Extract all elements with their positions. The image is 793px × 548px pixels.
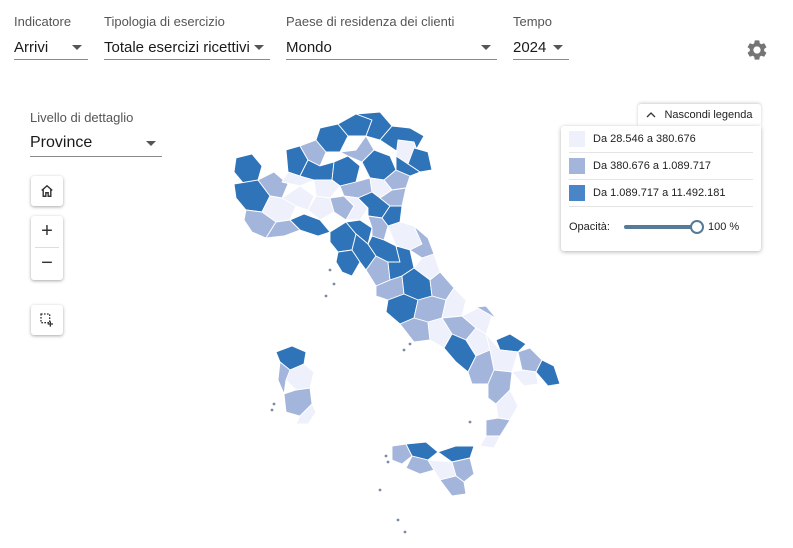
province-65[interactable]: [485, 417, 511, 437]
province-57[interactable]: [495, 333, 527, 353]
province-64[interactable]: [495, 389, 519, 421]
province-67[interactable]: [391, 443, 413, 465]
small-island-4: [408, 342, 412, 346]
province-23[interactable]: [313, 179, 341, 199]
select-value: Province: [30, 134, 93, 151]
filter-tipologia: Tipologia di esercizio Totale esercizi r…: [104, 14, 270, 60]
province-78[interactable]: [295, 403, 317, 425]
caret-down-icon: [146, 140, 156, 146]
province-16[interactable]: [281, 171, 315, 187]
divider: [35, 247, 59, 248]
legend-label: Da 28.546 a 380.676: [593, 133, 696, 145]
legend-swatch: [569, 158, 585, 174]
legend-swatch: [569, 185, 585, 201]
legend-item: Da 28.546 a 380.676: [569, 126, 753, 153]
tempo-select[interactable]: 2024: [513, 35, 569, 60]
legend-item: Da 1.089.717 a 11.492.181: [569, 180, 753, 207]
small-island-9: [396, 518, 400, 522]
zoom-out-button[interactable]: −: [41, 252, 53, 274]
opacity-value: 100 %: [707, 221, 740, 233]
small-island-11: [468, 420, 472, 424]
province-3[interactable]: [257, 171, 289, 199]
slider-thumb[interactable]: [689, 220, 704, 234]
gear-icon[interactable]: [745, 38, 769, 62]
legend-swatch: [569, 131, 585, 147]
box-select-icon: [40, 313, 53, 327]
small-island-13: [270, 408, 274, 412]
legend-label: Da 1.089.717 a 11.492.181: [593, 187, 726, 199]
chevron-up-icon: [646, 109, 656, 121]
legend-item: Da 380.676 a 1.089.717: [569, 153, 753, 180]
province-70[interactable]: [405, 455, 435, 475]
select-value: Arrivi: [14, 38, 49, 56]
small-island-5: [402, 348, 406, 352]
legend-label: Da 380.676 a 1.089.717: [593, 160, 712, 172]
province-6[interactable]: [265, 219, 301, 239]
slider-track: [623, 225, 698, 229]
filter-tempo: Tempo 2024: [513, 14, 569, 60]
box-select-button[interactable]: [31, 305, 63, 335]
opacity-slider[interactable]: [623, 220, 704, 234]
opacity-row: Opacità: 100 %: [569, 220, 753, 234]
province-76[interactable]: [277, 361, 291, 395]
province-1[interactable]: [233, 153, 263, 185]
paese-select[interactable]: Mondo: [286, 35, 497, 60]
province-68[interactable]: [405, 441, 439, 461]
province-9[interactable]: [299, 139, 327, 167]
tipologia-select[interactable]: Totale esercizi ricettivi: [104, 35, 270, 60]
province-50[interactable]: [399, 317, 431, 343]
zoom-controls: + −: [31, 216, 63, 280]
small-island-12: [272, 402, 276, 406]
province-54[interactable]: [465, 305, 497, 319]
province-34[interactable]: [345, 219, 373, 245]
province-22[interactable]: [395, 155, 421, 177]
legend-toggle-button[interactable]: Nascondi legenda: [638, 104, 761, 126]
small-island-3: [324, 294, 328, 298]
filter-label: Paese di residenza dei clienti: [286, 14, 455, 29]
filter-indicatore: Indicatore Arrivi: [14, 14, 88, 60]
caret-down-icon: [553, 44, 563, 50]
small-island-8: [378, 488, 382, 492]
select-value: 2024: [513, 38, 547, 56]
province-49[interactable]: [441, 287, 467, 319]
caret-down-icon: [481, 44, 491, 50]
select-value: Mondo: [286, 38, 332, 56]
detail-select[interactable]: Province: [30, 130, 162, 157]
caret-down-icon: [72, 44, 82, 50]
province-7[interactable]: [281, 185, 315, 211]
province-73[interactable]: [439, 475, 467, 497]
filter-label: Tempo: [513, 14, 553, 29]
small-island-1: [328, 268, 332, 272]
detail-level-control: Livello di dettaglio Province: [30, 110, 162, 157]
small-island-7: [386, 460, 390, 464]
filter-label: Indicatore: [14, 14, 72, 29]
province-66[interactable]: [479, 435, 501, 449]
zoom-in-button[interactable]: +: [41, 220, 53, 242]
small-island-6: [384, 454, 388, 458]
province-60[interactable]: [535, 359, 561, 387]
select-value: Totale esercizi ricettivi: [104, 38, 250, 56]
opacity-label: Opacità:: [569, 221, 610, 233]
province-69[interactable]: [437, 445, 475, 463]
province-53[interactable]: [461, 307, 493, 335]
small-island-10: [403, 530, 407, 534]
province-72[interactable]: [451, 457, 475, 483]
small-island-2: [332, 282, 336, 286]
province-61[interactable]: [511, 369, 539, 387]
province-18[interactable]: [331, 155, 361, 187]
home-icon: [41, 184, 53, 197]
detail-label: Livello di dettaglio: [30, 110, 134, 125]
province-30[interactable]: [379, 187, 407, 207]
legend-toggle-label: Nascondi legenda: [664, 109, 753, 121]
caret-down-icon: [254, 44, 264, 50]
filter-paese: Paese di residenza dei clienti Mondo: [286, 14, 497, 60]
indicatore-select[interactable]: Arrivi: [14, 35, 88, 60]
home-button[interactable]: [31, 176, 63, 206]
filter-label: Tipologia di esercizio: [104, 14, 225, 29]
legend-panel: Da 28.546 a 380.676 Da 380.676 a 1.089.7…: [561, 126, 761, 251]
province-15[interactable]: [407, 147, 433, 173]
